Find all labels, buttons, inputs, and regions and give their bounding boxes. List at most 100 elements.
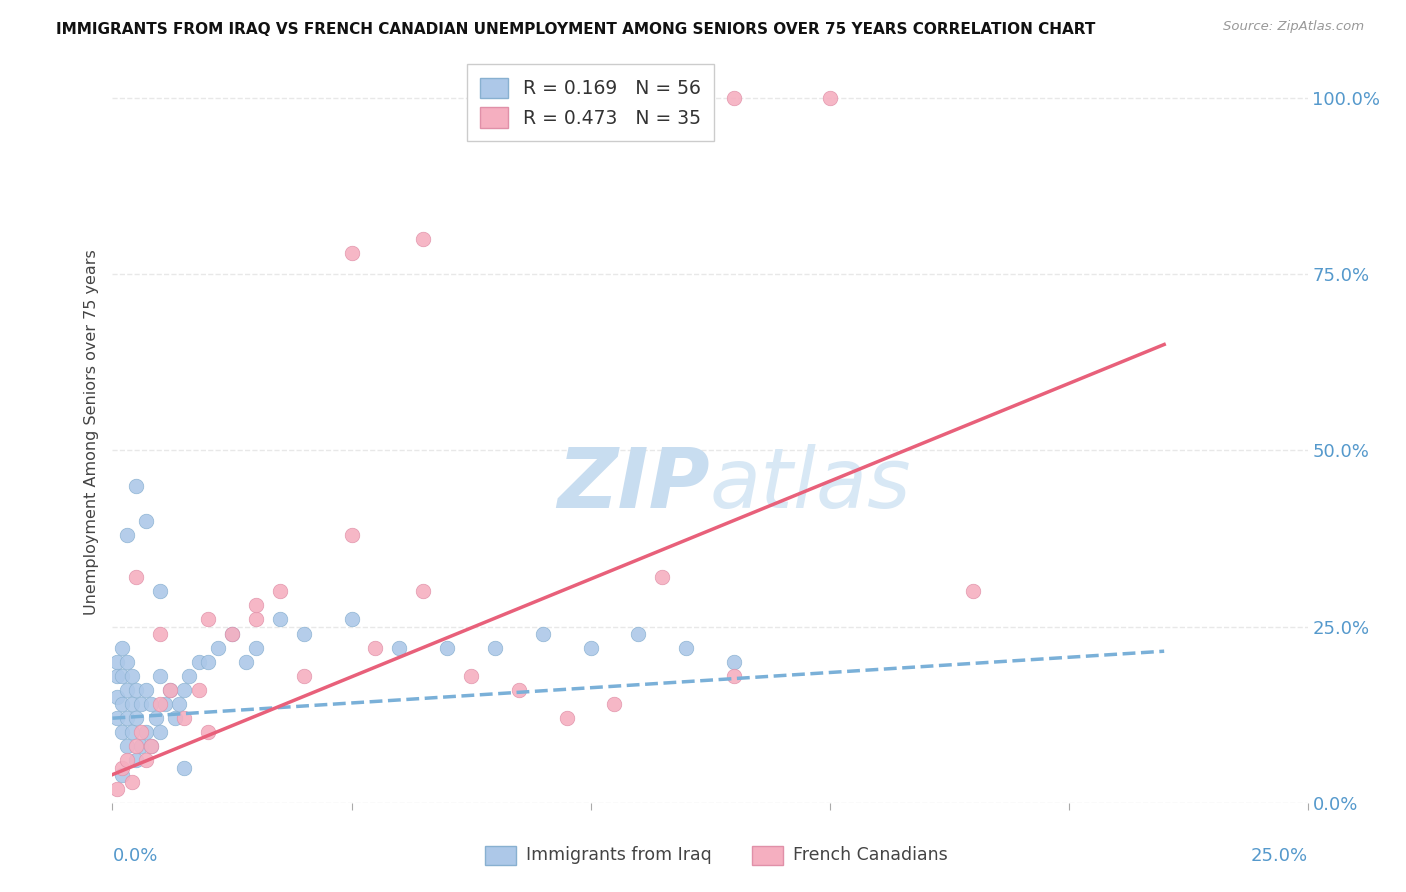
Point (115, 655, 138, 669)
Point (197, 655, 219, 669)
Point (125, 478, 148, 492)
Point (340, 612, 363, 626)
Point (531, 626, 554, 640)
Point (125, 711, 148, 725)
Point (269, 612, 291, 626)
Point (121, 774, 143, 789)
Point (292, 669, 315, 683)
Point (125, 754, 148, 768)
Point (159, 683, 181, 698)
Point (111, 640, 134, 655)
Point (139, 739, 162, 754)
Text: 25.0%: 25.0% (1250, 847, 1308, 865)
Point (129, 697, 152, 711)
Point (111, 760, 134, 774)
Point (508, 683, 530, 698)
Point (139, 739, 162, 754)
Point (388, 640, 411, 655)
Point (115, 528, 138, 542)
Point (197, 725, 219, 739)
Point (111, 725, 134, 739)
Point (115, 739, 138, 754)
Point (221, 626, 243, 640)
Point (105, 690, 128, 704)
Text: 0.0%: 0.0% (112, 847, 157, 865)
Point (187, 683, 209, 698)
Point (149, 725, 172, 739)
Point (111, 669, 134, 683)
Point (221, 626, 243, 640)
Point (153, 697, 176, 711)
Point (723, 655, 745, 669)
Point (129, 725, 152, 739)
Point (111, 697, 134, 711)
Point (105, 781, 128, 796)
Legend: R = 0.169   N = 56, R = 0.473   N = 35: R = 0.169 N = 56, R = 0.473 N = 35 (467, 64, 714, 141)
Point (135, 754, 157, 768)
Point (173, 711, 195, 725)
Point (555, 711, 578, 725)
Point (149, 669, 172, 683)
Point (125, 683, 148, 698)
Point (651, 570, 673, 584)
Point (149, 584, 172, 599)
Point (125, 570, 148, 584)
Point (818, 91, 841, 105)
Point (173, 760, 195, 774)
Point (105, 669, 128, 683)
Point (460, 669, 482, 683)
Point (292, 626, 315, 640)
Point (159, 683, 181, 698)
Text: ZIP: ZIP (557, 444, 710, 525)
Text: IMMIGRANTS FROM IRAQ VS FRENCH CANADIAN UNEMPLOYMENT AMONG SENIORS OVER 75 YEARS: IMMIGRANTS FROM IRAQ VS FRENCH CANADIAN … (56, 22, 1095, 37)
Point (412, 584, 434, 599)
Point (962, 584, 984, 599)
Point (484, 640, 506, 655)
Point (364, 640, 387, 655)
Point (125, 739, 148, 754)
Point (135, 514, 157, 528)
Point (121, 697, 143, 711)
Point (340, 245, 363, 260)
Point (603, 697, 626, 711)
Point (135, 725, 157, 739)
Point (269, 584, 291, 599)
Text: Source: ZipAtlas.com: Source: ZipAtlas.com (1223, 20, 1364, 33)
Point (207, 640, 229, 655)
Point (197, 612, 219, 626)
Point (436, 640, 458, 655)
Point (149, 697, 172, 711)
Point (675, 640, 697, 655)
Point (163, 711, 186, 725)
Point (245, 640, 267, 655)
Point (340, 528, 363, 542)
Point (121, 669, 143, 683)
Point (723, 91, 745, 105)
Point (173, 683, 195, 698)
Point (135, 683, 157, 698)
Y-axis label: Unemployment Among Seniors over 75 years: Unemployment Among Seniors over 75 years (84, 250, 100, 615)
Point (129, 739, 152, 754)
Point (245, 599, 267, 613)
Text: French Canadians: French Canadians (793, 847, 948, 864)
Point (627, 626, 650, 640)
Point (139, 697, 162, 711)
Point (235, 655, 257, 669)
Point (245, 612, 267, 626)
Point (105, 711, 128, 725)
Point (111, 767, 134, 781)
Point (412, 232, 434, 246)
Point (115, 711, 138, 725)
Text: Immigrants from Iraq: Immigrants from Iraq (526, 847, 711, 864)
Text: atlas: atlas (710, 444, 911, 525)
Point (187, 655, 209, 669)
Point (121, 725, 143, 739)
Point (115, 683, 138, 698)
Point (723, 669, 745, 683)
Point (105, 655, 128, 669)
Point (579, 640, 602, 655)
Point (169, 697, 191, 711)
Point (149, 626, 172, 640)
Point (177, 669, 200, 683)
Point (115, 754, 138, 768)
